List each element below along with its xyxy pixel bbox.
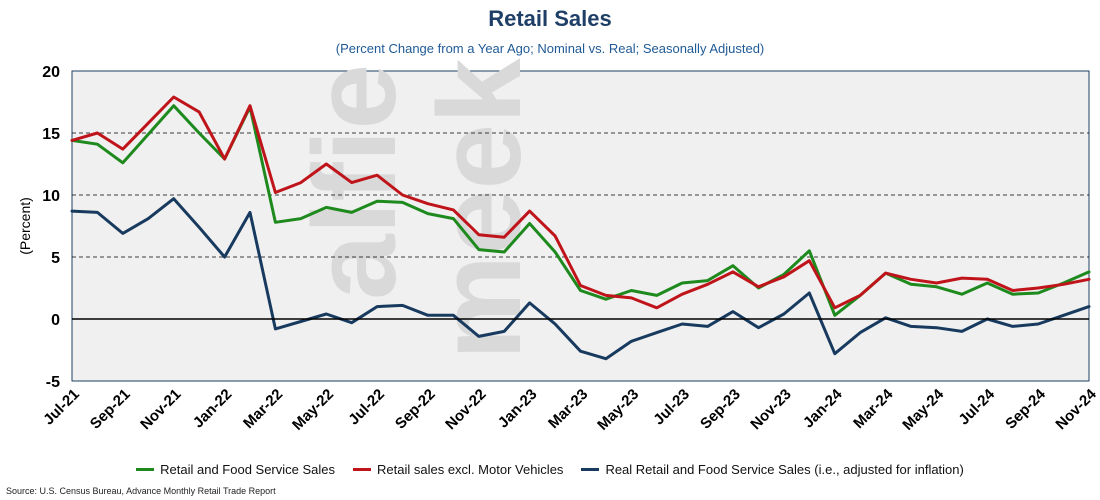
- y-tick-label: 5: [51, 250, 60, 267]
- x-tick-label: Mar-24: [850, 385, 897, 432]
- x-tick-label: Sep-24: [1002, 385, 1049, 432]
- x-tick-label: Sep-23: [697, 386, 744, 433]
- x-tick-label: Nov-24: [1052, 385, 1100, 433]
- x-tick-label: Jan-22: [190, 386, 236, 432]
- x-tick-label: Nov-21: [137, 386, 184, 433]
- y-axis-label: (Percent): [17, 197, 33, 255]
- x-tick-label: Jan-23: [495, 386, 541, 432]
- x-tick-label: May-24: [899, 385, 947, 433]
- legend-item-excl-motor: Retail sales excl. Motor Vehicles: [353, 462, 563, 477]
- legend-swatch: [581, 468, 600, 471]
- legend-label: Real Retail and Food Service Sales (i.e.…: [605, 462, 964, 477]
- y-tick-label: 10: [42, 188, 60, 205]
- series-line-2: [70, 197, 1091, 361]
- legend-item-real: Real Retail and Food Service Sales (i.e.…: [581, 462, 964, 477]
- x-tick-label: Jul-21: [40, 386, 83, 429]
- x-tick-label: Sep-22: [392, 386, 439, 433]
- legend-swatch: [353, 468, 372, 471]
- x-tick-label: May-23: [594, 386, 642, 434]
- x-tick-label: Jul-24: [955, 385, 998, 428]
- legend-swatch: [136, 468, 155, 471]
- chart-subtitle: (Percent Change from a Year Ago; Nominal…: [335, 41, 765, 56]
- legend-label: Retail sales excl. Motor Vehicles: [377, 462, 564, 477]
- x-tick-label: Nov-22: [442, 386, 489, 433]
- plot-area: [71, 70, 1090, 382]
- y-tick-label: 20: [42, 64, 60, 81]
- x-tick-label: Sep-21: [87, 386, 134, 433]
- y-tick-label: 0: [51, 312, 60, 329]
- series-line-1: [70, 95, 1091, 310]
- x-tick-label: Jul-22: [345, 386, 388, 429]
- y-tick-label: -5: [46, 374, 60, 391]
- legend: Retail and Food Service Sales Retail sal…: [0, 462, 1100, 477]
- x-tick-label: Mar-22: [240, 386, 286, 432]
- chart-title: Retail Sales: [488, 6, 612, 31]
- legend-item-retail-food: Retail and Food Service Sales: [136, 462, 335, 477]
- x-tick-label: May-22: [289, 386, 337, 434]
- x-tick-label: Mar-23: [545, 386, 591, 432]
- x-tick-label: Jan-24: [800, 385, 846, 431]
- legend-label: Retail and Food Service Sales: [160, 462, 336, 477]
- source-note: Source: U.S. Census Bureau, Advance Mont…: [6, 486, 276, 496]
- x-tick-label: Jul-23: [650, 386, 693, 429]
- y-tick-label: 15: [42, 126, 60, 143]
- x-tick-label: Nov-23: [747, 386, 794, 433]
